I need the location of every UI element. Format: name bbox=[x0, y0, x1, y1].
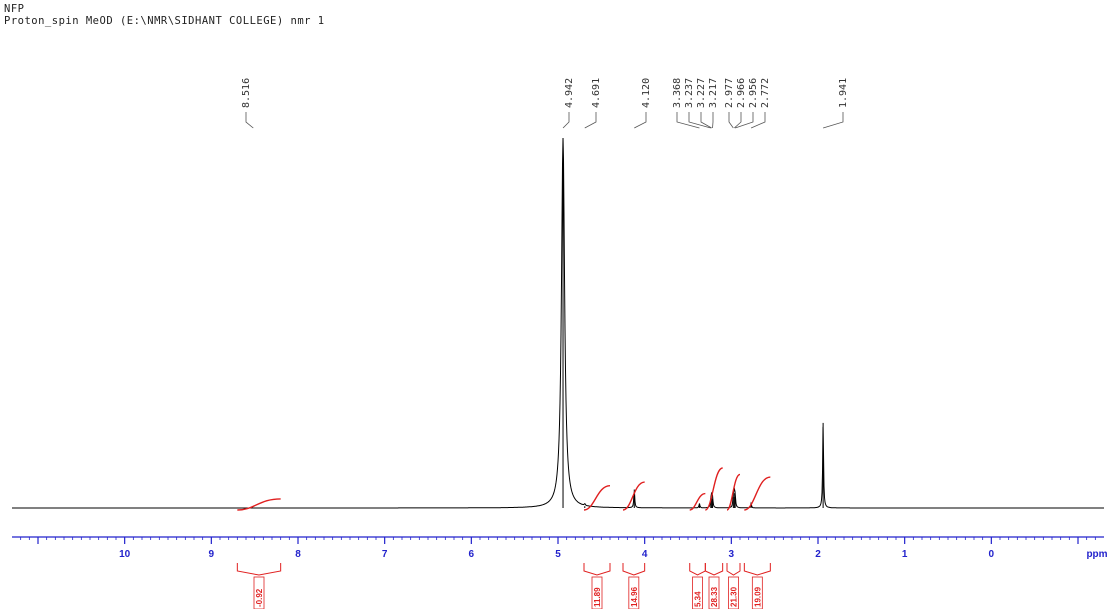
peak-leader-5 bbox=[688, 112, 711, 129]
tick-label-10: 10 bbox=[119, 549, 131, 560]
integral-value-box-3 bbox=[692, 576, 703, 609]
integral-value-14.96: 14.96 bbox=[630, 586, 639, 607]
peak-label-2.772: 2.772 bbox=[760, 78, 771, 108]
peak-label-4.942: 4.942 bbox=[564, 78, 575, 108]
integral-value-box-1 bbox=[591, 576, 603, 609]
integral-value-19.09: 19.09 bbox=[753, 586, 762, 607]
integral-bracket-5 bbox=[726, 563, 741, 576]
integral-bracket-1 bbox=[583, 563, 611, 576]
integral-value-box-6 bbox=[751, 576, 763, 609]
peak-label-3.368: 3.368 bbox=[672, 78, 683, 108]
integral-bracket-0 bbox=[236, 563, 282, 576]
tick-label-4: 4 bbox=[642, 549, 648, 560]
peak-leader-9 bbox=[734, 112, 742, 129]
tick-label-7: 7 bbox=[382, 549, 388, 560]
spectrum-name: NFP bbox=[4, 3, 25, 15]
peak-leader-1 bbox=[562, 112, 570, 129]
integral-curve-1 bbox=[583, 485, 611, 511]
integral-value-5.34: 5.34 bbox=[694, 591, 703, 607]
tick-label-1: 1 bbox=[902, 549, 908, 560]
peak-leader-2 bbox=[584, 112, 597, 129]
tick-label-2: 2 bbox=[815, 549, 821, 560]
peak-label-3.237: 3.237 bbox=[684, 78, 695, 108]
peak-label-3.217: 3.217 bbox=[708, 78, 719, 108]
x-axis-label: ppm bbox=[1086, 549, 1107, 560]
tick-label-0: 0 bbox=[989, 549, 995, 560]
integral-value-box-2 bbox=[628, 576, 640, 609]
integral-bracket-4 bbox=[704, 563, 724, 576]
integral-curve-6 bbox=[744, 476, 771, 511]
spectrum-trace bbox=[12, 138, 1104, 509]
integral-bracket-2 bbox=[622, 563, 646, 576]
integral-value-box-4 bbox=[708, 576, 720, 609]
integral-value-box-5 bbox=[728, 576, 739, 609]
peak-leader-3 bbox=[634, 112, 647, 129]
peak-label-2.977: 2.977 bbox=[724, 78, 735, 108]
peak-label-3.227: 3.227 bbox=[696, 78, 707, 108]
integral-bracket-6 bbox=[743, 563, 771, 576]
peak-leader-8 bbox=[728, 112, 734, 129]
peak-label-4.120: 4.120 bbox=[641, 78, 652, 108]
integral-value-28.33: 28.33 bbox=[710, 586, 719, 607]
peak-leader-0 bbox=[245, 112, 254, 129]
tick-label-8: 8 bbox=[295, 549, 301, 560]
peak-label-8.516: 8.516 bbox=[241, 78, 252, 108]
experiment-info: Proton_spin MeOD (E:\NMR\SIDHANT COLLEGE… bbox=[4, 15, 325, 27]
integral-curve-5 bbox=[726, 473, 741, 511]
peak-leader-11 bbox=[750, 112, 766, 129]
tick-label-9: 9 bbox=[209, 549, 215, 560]
integral-curve-4 bbox=[704, 467, 724, 511]
peak-label-2.956: 2.956 bbox=[748, 78, 759, 108]
peak-label-1.941: 1.941 bbox=[838, 78, 849, 108]
integral-curve-0 bbox=[237, 498, 281, 511]
integral-value-11.89: 11.89 bbox=[593, 587, 602, 607]
integral-value--0.92: -0.92 bbox=[255, 588, 264, 607]
integral-value-box-0 bbox=[253, 576, 265, 609]
tick-label-5: 5 bbox=[555, 549, 561, 560]
peak-leader-12 bbox=[822, 112, 844, 129]
peak-label-2.966: 2.966 bbox=[736, 78, 747, 108]
integral-bracket-3 bbox=[689, 563, 706, 576]
integral-curve-3 bbox=[689, 492, 706, 511]
peak-label-4.691: 4.691 bbox=[591, 78, 602, 108]
integral-value-21.30: 21.30 bbox=[730, 586, 739, 607]
tick-label-6: 6 bbox=[469, 549, 475, 560]
peak-leader-6 bbox=[700, 112, 712, 129]
peak-leader-4 bbox=[676, 112, 700, 129]
peak-leader-10 bbox=[735, 112, 754, 129]
integral-curve-2 bbox=[622, 481, 645, 511]
tick-label-3: 3 bbox=[729, 549, 735, 560]
